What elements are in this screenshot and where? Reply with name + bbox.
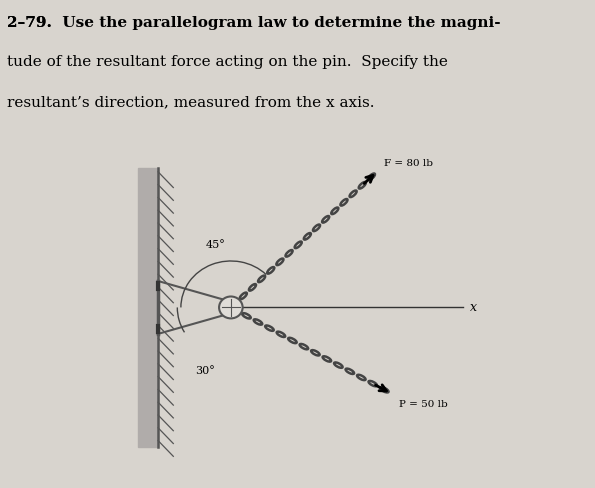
Text: F = 80 lb: F = 80 lb xyxy=(384,159,433,168)
Text: 30°: 30° xyxy=(195,366,215,376)
Text: 2–79.: 2–79. xyxy=(7,16,52,30)
Text: 2–79.  Use the parallelogram law to determine the magni-: 2–79. Use the parallelogram law to deter… xyxy=(7,16,501,30)
Text: resultant’s direction, measured from the x axis.: resultant’s direction, measured from the… xyxy=(7,95,375,109)
Text: 45°: 45° xyxy=(206,240,226,250)
Circle shape xyxy=(219,297,243,318)
Bar xyxy=(138,168,158,447)
Text: P = 50 lb: P = 50 lb xyxy=(399,400,447,409)
Text: tude of the resultant force acting on the pin.  Specify the: tude of the resultant force acting on th… xyxy=(7,55,448,69)
Text: x: x xyxy=(470,301,477,314)
